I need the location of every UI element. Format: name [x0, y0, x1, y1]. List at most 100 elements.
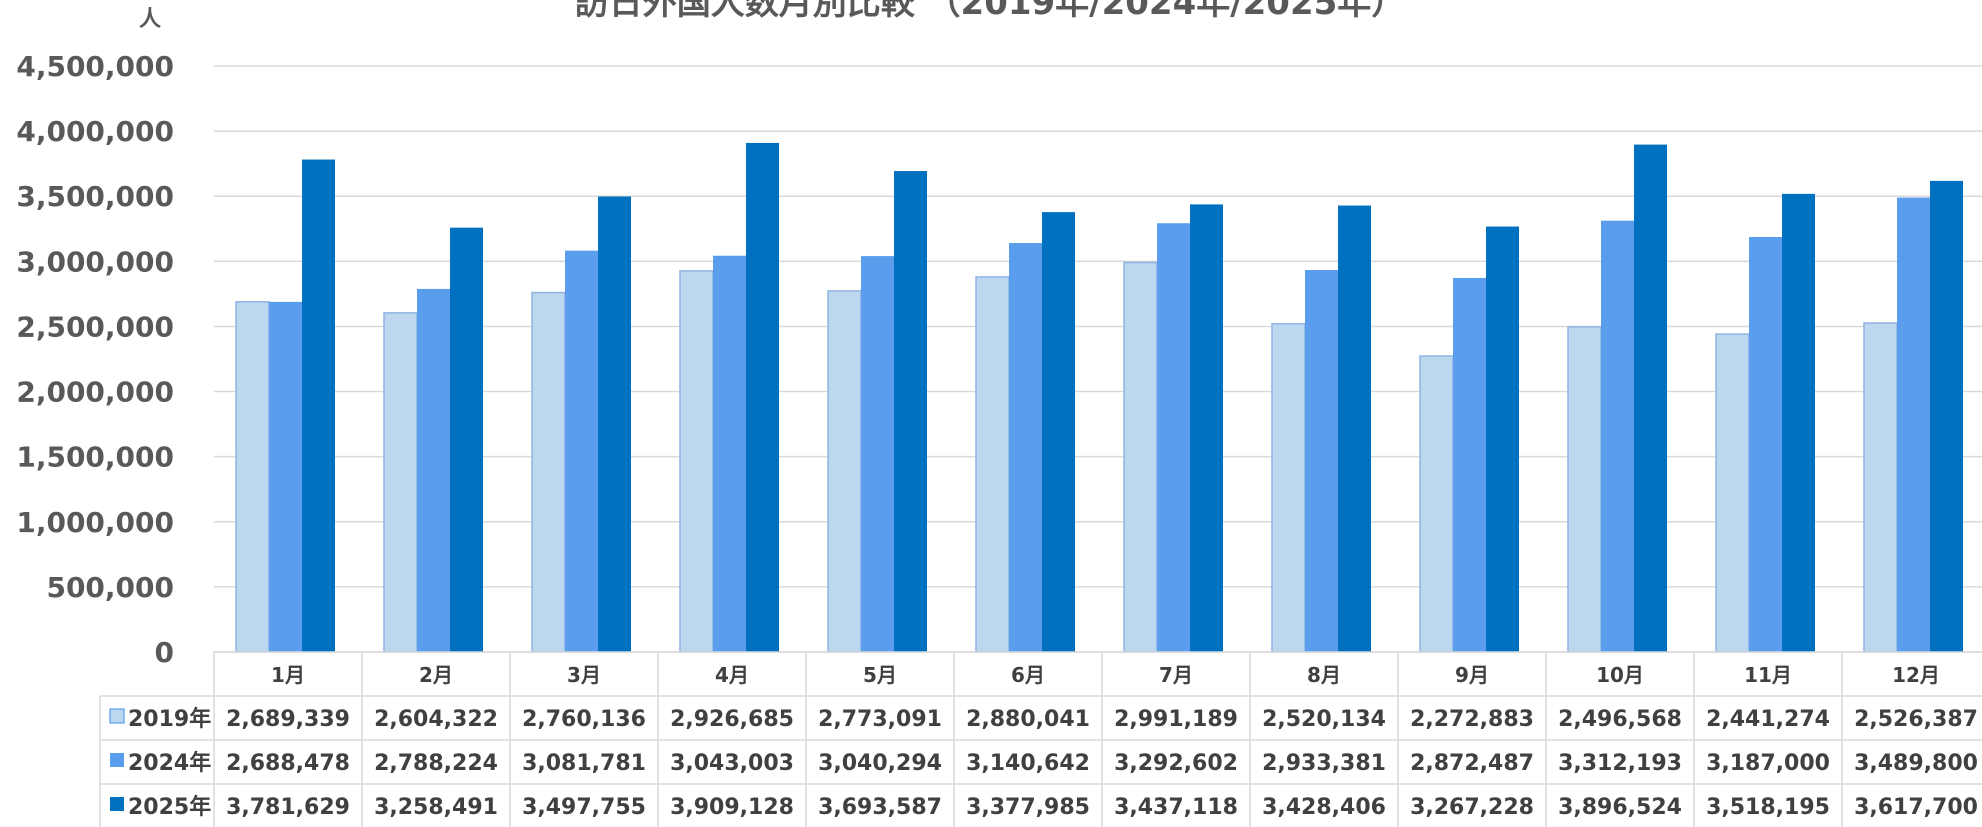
bar-2025年-12月 [1930, 180, 1963, 652]
bar-2025年-3月 [598, 196, 631, 652]
bar-2019年-2月 [383, 312, 418, 653]
y-tick-label: 0 [155, 636, 174, 669]
data-label: 3,489,800 [1854, 751, 1978, 776]
data-label: 2,991,189 [1114, 707, 1238, 732]
x-tick-label: 11月 [1744, 663, 1792, 687]
data-label: 2,688,478 [226, 751, 350, 776]
data-label: 2,520,134 [1262, 707, 1386, 732]
data-label: 2,933,381 [1262, 751, 1386, 776]
bar-2025年-6月 [1042, 212, 1075, 653]
y-unit-label: 人 [139, 7, 161, 32]
legend-label: 2024年 [128, 750, 211, 776]
data-label: 2,272,883 [1410, 707, 1534, 732]
bar-2024年-11月 [1749, 236, 1782, 652]
data-label: 3,909,128 [670, 795, 794, 820]
data-label: 3,377,985 [966, 795, 1090, 820]
data-label: 3,258,491 [374, 795, 498, 820]
x-tick-label: 3月 [567, 663, 601, 687]
data-label: 2,880,041 [966, 707, 1090, 732]
data-label: 3,497,755 [522, 795, 646, 820]
y-tick-label: 4,500,000 [16, 50, 174, 83]
data-label: 2,526,387 [1854, 707, 1978, 732]
data-label: 3,140,642 [966, 751, 1090, 776]
data-label: 3,693,587 [818, 795, 942, 820]
data-label: 3,267,228 [1410, 795, 1534, 820]
data-label: 3,040,294 [818, 751, 942, 776]
data-table: 1月 2月 3月 4月 5月 6月 7月 8月 9月 10月 11月 12月 2019年 2,689,33… [99, 651, 1982, 827]
bar-2025年-9月 [1486, 226, 1519, 652]
bar-2024年-7月 [1157, 223, 1190, 653]
data-label: 3,518,195 [1706, 795, 1830, 820]
x-tick-label: 9月 [1455, 663, 1489, 687]
legend-label: 2025年 [128, 794, 211, 820]
bar-2024年-1月 [269, 301, 302, 652]
bar-2024年-10月 [1601, 220, 1634, 652]
bar-2019年-11月 [1715, 333, 1750, 653]
bar-2019年-1月 [235, 301, 270, 653]
bar-2024年-2月 [417, 288, 450, 652]
bar-2025年-10月 [1634, 144, 1667, 652]
data-label: 2,689,339 [226, 707, 350, 732]
bar-2024年-6月 [1009, 243, 1042, 652]
bar-2025年-1月 [302, 159, 335, 653]
chart-title: 訪日外国人数月別比較 （2019年/2024年/2025年） [575, 0, 1406, 23]
bar-2019年-10月 [1567, 326, 1602, 653]
data-label: 2,760,136 [522, 707, 646, 732]
bar-2024年-8月 [1305, 270, 1338, 652]
y-tick-label: 3,000,000 [16, 245, 174, 278]
bar-2019年-6月 [975, 276, 1010, 653]
bars [235, 142, 1963, 653]
data-label: 2,773,091 [818, 707, 942, 732]
y-tick-label: 3,500,000 [16, 180, 174, 213]
data-label: 3,187,000 [1706, 751, 1830, 776]
bar-2019年-9月 [1419, 355, 1454, 653]
data-label: 2,441,274 [1706, 707, 1830, 732]
x-tick-label: 2月 [419, 663, 453, 687]
data-label: 3,043,003 [670, 751, 794, 776]
legend-label: 2019年 [128, 706, 211, 732]
bar-2025年-8月 [1338, 205, 1371, 652]
bar-2025年-2月 [450, 227, 483, 652]
y-tick-label: 4,000,000 [16, 115, 174, 148]
data-label: 2,496,568 [1558, 707, 1682, 732]
data-label: 3,896,524 [1558, 795, 1682, 820]
x-tick-label: 5月 [863, 663, 897, 687]
y-tick-label: 1,000,000 [16, 506, 174, 539]
x-tick-label: 1月 [271, 663, 305, 687]
bar-2019年-8月 [1271, 323, 1306, 653]
x-tick-label: 4月 [715, 663, 749, 687]
data-label: 3,617,700 [1854, 795, 1978, 820]
data-label: 3,292,602 [1114, 751, 1238, 776]
x-tick-label: 6月 [1011, 663, 1045, 687]
x-tick-label: 12月 [1892, 663, 1940, 687]
bar-2019年-12月 [1863, 322, 1898, 653]
data-label: 3,437,118 [1114, 795, 1238, 820]
x-tick-label: 7月 [1159, 663, 1193, 687]
bar-2024年-5月 [861, 256, 894, 652]
bar-2024年-4月 [713, 255, 746, 652]
data-label: 3,081,781 [522, 751, 646, 776]
bar-2024年-3月 [565, 250, 598, 652]
data-label: 2,788,224 [374, 751, 498, 776]
x-tick-label: 10月 [1596, 663, 1644, 687]
data-label: 2,872,487 [1410, 751, 1534, 776]
bar-2019年-4月 [679, 270, 714, 653]
bar-2024年-9月 [1453, 277, 1486, 652]
bar-2024年-12月 [1897, 197, 1930, 653]
gridlines [214, 65, 1982, 653]
y-tick-label: 2,000,000 [16, 376, 174, 409]
bar-2019年-7月 [1123, 261, 1158, 653]
bar-2025年-4月 [746, 142, 779, 652]
legend-swatch [110, 753, 124, 767]
data-label: 3,781,629 [226, 795, 350, 820]
y-tick-label: 2,500,000 [16, 310, 174, 343]
y-tick-label: 1,500,000 [16, 441, 174, 474]
bar-2019年-5月 [827, 290, 862, 653]
bar-2025年-7月 [1190, 204, 1223, 652]
y-tick-label: 500,000 [46, 571, 174, 604]
bar-2019年-3月 [531, 291, 566, 653]
data-label: 2,604,322 [374, 707, 498, 732]
legend-swatch [109, 708, 125, 724]
data-label: 3,312,193 [1558, 751, 1682, 776]
